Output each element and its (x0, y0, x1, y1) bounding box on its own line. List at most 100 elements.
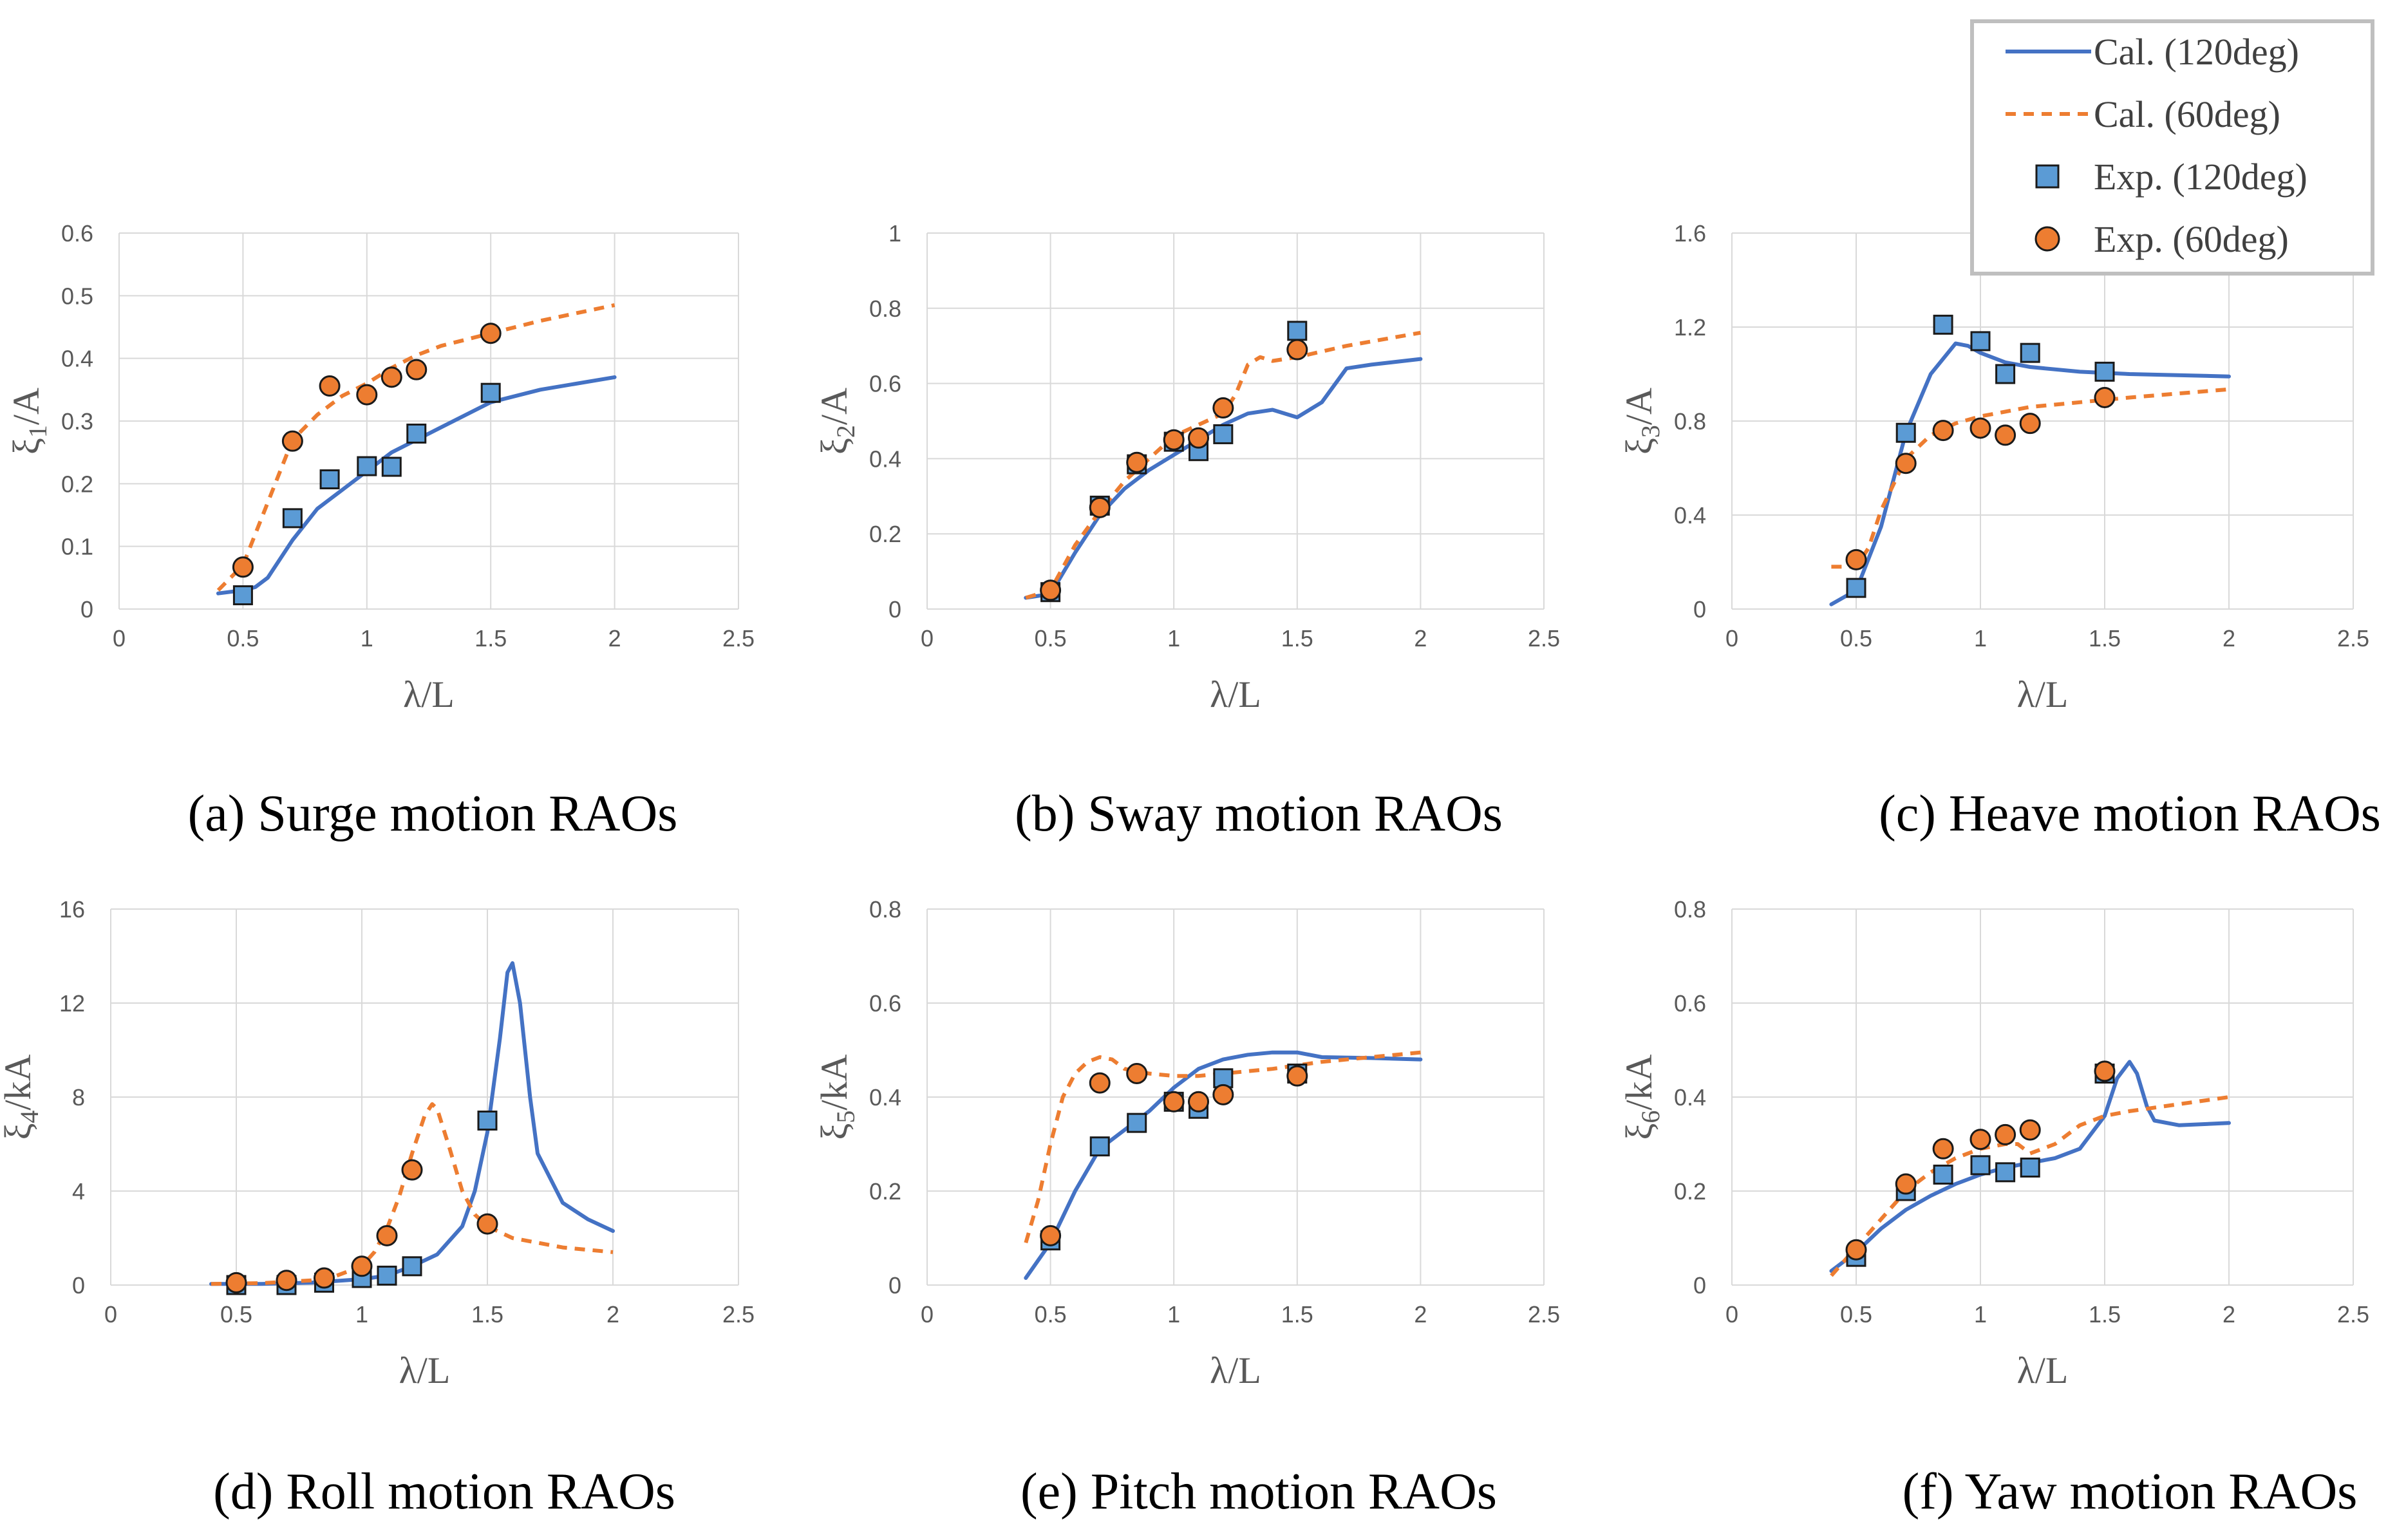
data-point-exp-120 (1287, 321, 1308, 341)
x-tick-label: 1 (1974, 1301, 1987, 1328)
data-point-exp-120 (1933, 1164, 1953, 1185)
y-axis-label: ξ5/kA (813, 1054, 860, 1140)
y-axis-label-subscript: 1 (23, 425, 52, 438)
x-tick-label: 1 (1167, 1301, 1180, 1328)
y-tick-label: 0.4 (1674, 1084, 1706, 1111)
x-tick-label: 1.5 (2089, 625, 2121, 652)
data-point-exp-60 (1895, 453, 1917, 474)
data-point-exp-120 (2020, 343, 2040, 363)
y-tick-label: 0.8 (869, 896, 901, 923)
y-axis-label-tail: /kA (1618, 1054, 1660, 1110)
data-point-exp-60 (401, 1159, 423, 1181)
y-tick-label: 1 (888, 220, 901, 247)
x-tick-label: 2.5 (1528, 625, 1560, 652)
y-axis-label-subscript: 4 (15, 1111, 44, 1123)
y-tick-label: 0.6 (1674, 990, 1706, 1017)
y-tick-label: 0.5 (61, 283, 93, 309)
y-tick-label: 0.4 (61, 346, 93, 372)
data-point-exp-60 (480, 323, 502, 344)
y-tick-label: 1.6 (1674, 220, 1706, 247)
data-point-exp-60 (2019, 1119, 2041, 1141)
x-tick-label: 2.5 (1528, 1301, 1560, 1328)
chart-caption: (d) Roll motion RAOs (213, 1463, 675, 1520)
x-tick-label: 0.5 (220, 1301, 252, 1328)
x-tick-label: 2.5 (2337, 1301, 2369, 1328)
x-tick-label: 1.5 (471, 1301, 503, 1328)
x-tick-label: 2 (2223, 1301, 2235, 1328)
y-axis-label-tail: /A (5, 388, 47, 425)
data-point-exp-120 (1970, 331, 1991, 352)
chart-panel: 0 0.5 1 1.5 2 2.5 0 0.2 0.4 0.6 0.8 λ/L ξ5/kA (e) Pit… (813, 896, 1560, 1520)
y-axis-label-tail: /kA (0, 1054, 39, 1110)
data-point-exp-120 (402, 1256, 422, 1277)
x-axis-label: λ/L (399, 1349, 451, 1391)
legend-label: Cal. (60deg) (2094, 93, 2280, 135)
y-axis-label-tail: /A (813, 388, 855, 425)
data-point-exp-60 (225, 1272, 247, 1293)
chart-caption: (b) Sway motion RAOs (1015, 785, 1503, 842)
chart-panels: 0 0.5 1 1.5 2 2.500.10.20.30.40.50.6λ/Lξ1/A(a… (0, 220, 2381, 1520)
x-tick-label: 1.5 (2089, 1301, 2121, 1328)
y-tick-label: 8 (72, 1084, 85, 1111)
x-tick-label: 2.5 (2337, 625, 2369, 652)
data-point-exp-60 (1040, 1225, 1062, 1246)
y-axis-label-symbol: ξ (813, 1123, 855, 1140)
x-axis-label: λ/L (2017, 673, 2069, 715)
series-line-cal-60 (1830, 1095, 2230, 1277)
chart-panel: 0 0.5 1 1.5 2 2.500.20.40.60.81λ/Lξ2/A(b) Swa… (813, 220, 1560, 842)
data-point-exp-60 (1188, 1091, 1210, 1113)
x-tick-label: 2 (606, 1301, 619, 1328)
series-line-cal-120 (1024, 357, 1423, 600)
data-point-exp-60 (1163, 429, 1185, 451)
x-axis-label: λ/L (1210, 1349, 1261, 1391)
data-point-exp-120 (2020, 1158, 2040, 1178)
legend: Cal. (120deg) Cal. (60deg) Exp. (120deg) Ex… (1970, 19, 2374, 276)
y-axis-label-subscript: 3 (1636, 425, 1665, 438)
x-tick-label: 2 (1414, 1301, 1427, 1328)
data-point-exp-60 (1995, 1123, 2016, 1145)
y-axis-label-symbol: ξ (1618, 1123, 1660, 1140)
x-tick-label: 0 (921, 625, 934, 652)
series-line-cal-60 (216, 303, 616, 592)
legend-entry: Cal. (60deg) (2006, 93, 2280, 135)
data-point-exp-60 (2094, 1060, 2116, 1082)
y-tick-label: 0.6 (869, 371, 901, 397)
y-tick-label: 0.2 (869, 1178, 901, 1205)
data-point-exp-60 (319, 375, 341, 397)
y-axis-label-subscript: 5 (831, 1111, 860, 1123)
data-point-exp-60 (1188, 427, 1210, 449)
y-tick-label: 0.3 (61, 408, 93, 435)
y-tick-label: 0.2 (1674, 1178, 1706, 1205)
data-point-exp-120 (282, 508, 303, 529)
data-point-exp-120 (232, 585, 253, 606)
chart-panel: 0 0.5 1 1.5 2 2.5 0 0.2 0.4 0.6 0.8 λ/L ξ6/kA (f) Yaw… (1618, 896, 2369, 1520)
y-tick-label: 0.2 (61, 471, 93, 497)
legend-entry: Exp. (60deg) (2035, 218, 2289, 260)
y-tick-label: 0.4 (1674, 502, 1706, 529)
y-axis-label-subscript: 2 (831, 425, 860, 438)
y-tick-label: 0 (888, 1272, 901, 1299)
data-point-exp-60 (381, 366, 402, 388)
data-point-exp-120 (406, 423, 427, 444)
data-point-exp-60 (276, 1270, 297, 1291)
x-tick-label: 1.5 (1281, 1301, 1313, 1328)
series-line-cal-60 (1025, 330, 1421, 600)
chart-panel: 0 0.5 1 1.5 2 2.5 0 0.4 0.8 1.2 1.6 λ/L ξ3/A (c) Heav… (1618, 220, 2381, 842)
x-axis-label: λ/L (2017, 1349, 2069, 1391)
x-tick-label: 2.5 (722, 1301, 755, 1328)
y-axis-label-subscript: 6 (1636, 1111, 1665, 1123)
series-line-cal-120 (1024, 1050, 1423, 1280)
y-tick-label: 0.2 (869, 521, 901, 547)
x-tick-label: 1 (1167, 625, 1180, 652)
x-tick-label: 1 (361, 625, 373, 652)
y-axis-label-symbol: ξ (0, 1123, 39, 1140)
legend-entry: Exp. (120deg) (2035, 156, 2307, 198)
data-point-exp-60 (476, 1213, 498, 1235)
data-point-exp-120 (377, 1265, 397, 1286)
data-point-exp-60 (406, 359, 428, 380)
data-point-exp-60 (1895, 1173, 1917, 1195)
data-point-exp-60 (1212, 1084, 1234, 1105)
y-axis-label: ξ3/A (1618, 388, 1665, 455)
data-point-exp-120 (357, 456, 377, 476)
